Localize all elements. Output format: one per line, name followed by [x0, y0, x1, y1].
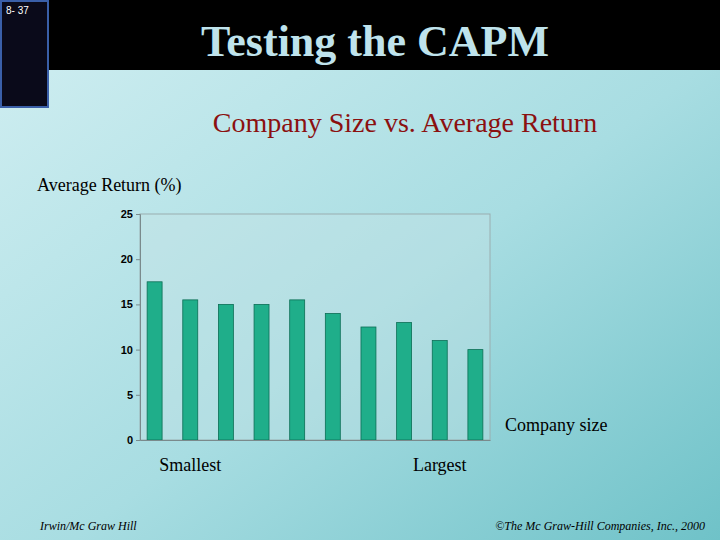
header-band [0, 0, 720, 70]
y-tick: 5 [127, 389, 140, 401]
bars [147, 282, 483, 440]
y-tick-mark [136, 304, 140, 305]
slide: 8- 37 Testing the CAPM Company Size vs. Av… [0, 0, 720, 540]
y-axis-title: Average Return (%) [37, 175, 182, 196]
x-tick-label: Largest [413, 455, 467, 475]
bar [218, 304, 233, 440]
y-tick: 10 [121, 344, 140, 356]
plot-area [140, 214, 490, 440]
footer-left: Irwin/Mc Graw Hill [39, 519, 137, 533]
x-tick-label: Smallest [159, 455, 221, 475]
y-tick-mark [136, 259, 140, 260]
y-tick-label: 10 [121, 344, 133, 356]
background [0, 0, 720, 540]
x-axis: Smallest Largest [141, 440, 491, 475]
x-tick: Smallest [159, 440, 221, 475]
bar [361, 327, 376, 440]
bar [254, 304, 269, 440]
y-tick-mark [136, 440, 140, 441]
slide-number: 8- 37 [6, 5, 29, 16]
x-tick: Largest [413, 440, 467, 475]
x-axis-line [141, 440, 491, 441]
subtitle: Company Size vs. Average Return [213, 107, 597, 138]
x-axis-title: Company size [505, 415, 607, 435]
y-tick: 0 [127, 434, 140, 446]
bar [183, 300, 198, 440]
y-tick-label: 20 [121, 253, 133, 265]
y-axis: 0 5 10 15 20 25 [121, 208, 141, 446]
footer-right: ©The Mc Graw-Hill Companies, Inc., 2000 [495, 519, 705, 533]
bar [290, 300, 305, 440]
title: Testing the CAPM [201, 17, 549, 66]
y-tick-label: 15 [121, 298, 133, 310]
y-tick-mark [136, 395, 140, 396]
bar [147, 282, 162, 440]
y-tick-mark [136, 214, 140, 215]
y-tick: 15 [121, 298, 140, 310]
y-tick-label: 0 [127, 434, 133, 446]
bar [397, 322, 412, 440]
slide-number-box [1, 1, 48, 107]
y-tick: 25 [121, 208, 140, 220]
y-tick-label: 25 [121, 208, 133, 220]
bar [432, 341, 447, 440]
y-tick: 20 [121, 253, 140, 265]
y-tick-label: 5 [127, 389, 133, 401]
bar [325, 313, 340, 440]
bar [468, 350, 483, 440]
y-axis-line [136, 215, 141, 441]
y-tick-mark [136, 350, 140, 351]
